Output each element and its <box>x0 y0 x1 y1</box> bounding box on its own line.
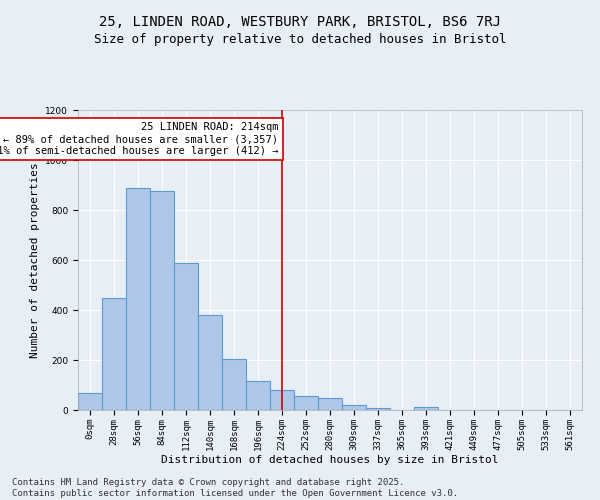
Bar <box>102 298 126 410</box>
Bar <box>342 405 366 410</box>
Bar <box>78 392 102 410</box>
Bar <box>222 359 246 410</box>
X-axis label: Distribution of detached houses by size in Bristol: Distribution of detached houses by size … <box>161 456 499 466</box>
Bar <box>318 398 342 410</box>
Bar <box>198 315 222 410</box>
Bar <box>126 188 150 410</box>
Y-axis label: Number of detached properties: Number of detached properties <box>30 162 40 358</box>
Bar <box>294 396 318 410</box>
Text: 25 LINDEN ROAD: 214sqm
← 89% of detached houses are smaller (3,357)
11% of semi-: 25 LINDEN ROAD: 214sqm ← 89% of detached… <box>0 122 278 156</box>
Text: 25, LINDEN ROAD, WESTBURY PARK, BRISTOL, BS6 7RJ: 25, LINDEN ROAD, WESTBURY PARK, BRISTOL,… <box>99 15 501 29</box>
Bar <box>270 390 294 410</box>
Bar <box>150 191 174 410</box>
Bar <box>246 381 270 410</box>
Bar <box>414 407 438 410</box>
Text: Contains HM Land Registry data © Crown copyright and database right 2025.
Contai: Contains HM Land Registry data © Crown c… <box>12 478 458 498</box>
Bar <box>366 408 390 410</box>
Bar <box>174 262 198 410</box>
Text: Size of property relative to detached houses in Bristol: Size of property relative to detached ho… <box>94 32 506 46</box>
